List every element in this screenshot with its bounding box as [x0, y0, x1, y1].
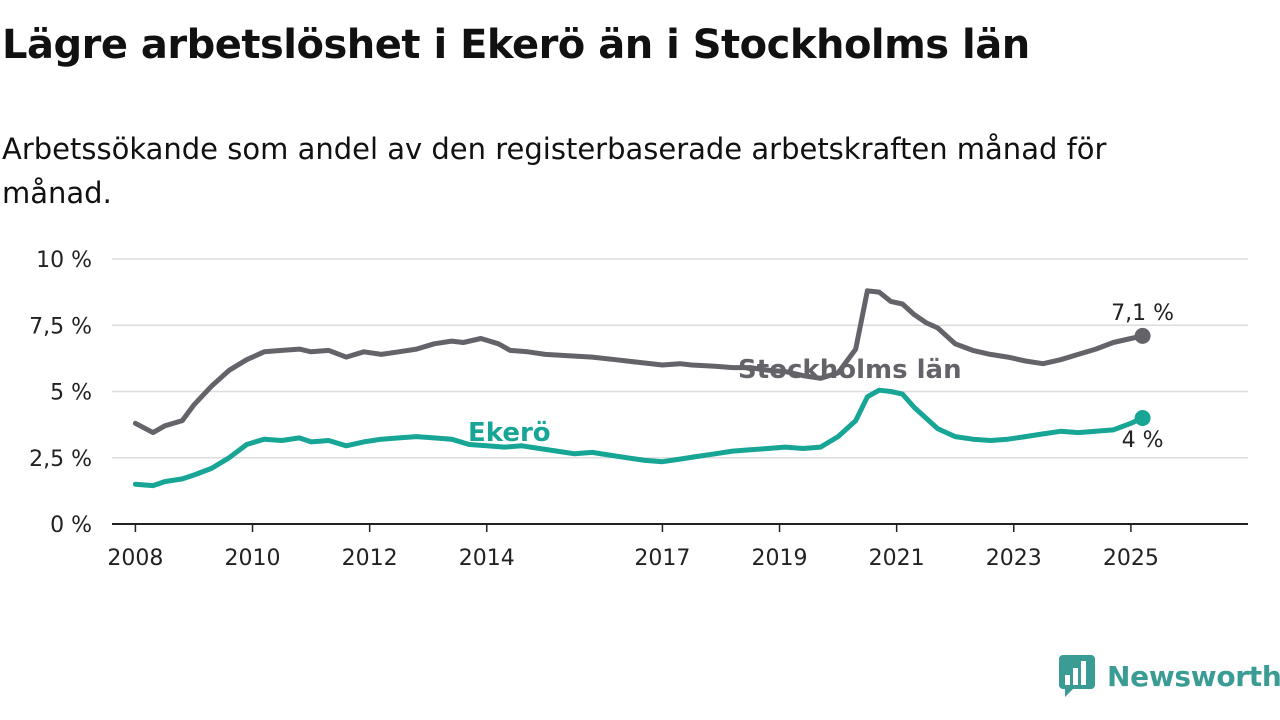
grid-layer: [112, 258, 1248, 459]
x-tick-label: 2019: [752, 546, 808, 571]
end-point-marker: [1134, 410, 1151, 426]
end-value-label: 7,1 %: [1111, 301, 1174, 326]
y-tick-label: 5 %: [50, 381, 92, 406]
series-line-stockholms-l-n: [132, 288, 1146, 436]
newsworthy-logo-icon: [1059, 655, 1095, 697]
x-tick-label: 2012: [342, 546, 398, 571]
series-line-eker-: [132, 387, 1146, 489]
y-tick-label: 2,5 %: [29, 447, 92, 472]
x-tick-label: 2023: [986, 546, 1042, 571]
brand-name: Newsworthy: [1107, 659, 1280, 693]
chart-subtitle: Arbetssökande som andel av den registerb…: [2, 132, 1107, 210]
brand-logo: Newsworthy: [1059, 654, 1280, 698]
end-value-label: 4 %: [1122, 428, 1164, 453]
series-layer: [132, 288, 1151, 489]
end-point-marker: [1134, 327, 1151, 344]
x-tick-label: 2025: [1103, 546, 1159, 571]
x-tick-label: 2021: [869, 546, 925, 571]
series-label: Stockholms län: [738, 355, 962, 385]
x-tick-label: 2008: [107, 546, 163, 571]
series-label: Ekerö: [468, 418, 551, 448]
label-layer: 7,1 % 4 % Stockholms län Ekerö: [468, 301, 1174, 453]
axis-layer: 0 % 2,5 % 5 % 7,5 % 10 % 2008 2010 2012 2014 2017…: [29, 248, 1248, 571]
y-tick-label: 7,5 %: [29, 314, 92, 339]
y-tick-label: 10 %: [36, 248, 92, 273]
x-tick-label: 2014: [459, 546, 515, 571]
x-tick-label: 2010: [225, 546, 281, 571]
x-tick-label: 2017: [634, 546, 690, 571]
chart-title: Lägre arbetslöshet i Ekerö än i Stockhol…: [2, 22, 1030, 68]
y-tick-label: 0 %: [50, 513, 92, 538]
